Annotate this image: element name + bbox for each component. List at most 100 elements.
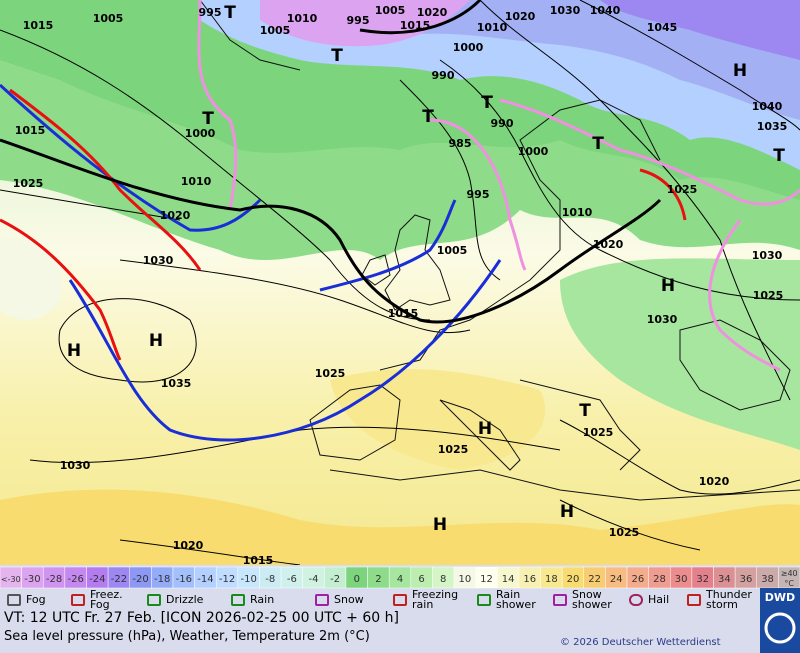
weather-label: Rain shower [496,588,536,611]
scale-label: -6 [287,574,297,585]
isobar-label: 1025 [753,289,784,302]
scale-label: -26 [68,574,84,585]
high-pressure: H [433,515,447,535]
isobar-label: 985 [449,137,472,150]
scale-label: -30 [24,574,40,585]
isobar-label: 1020 [417,6,448,19]
weather-label: Thunder storm [705,588,752,611]
scale-label: -14 [197,574,213,585]
isobar-label: 1030 [647,313,678,326]
high-pressure: H [67,341,81,361]
scale-label: 26 [631,574,644,585]
isobar-label: 1045 [647,21,678,34]
weather-label: Drizzle [166,593,204,606]
isobar-label: 1025 [667,183,698,196]
isobar-label: 1035 [161,377,192,390]
scale-label: -28 [46,574,62,585]
scale-label: -18 [154,574,170,585]
scale-label: <-30 [1,575,21,584]
scale-label: -16 [176,574,192,585]
isobar-label: 1005 [93,12,124,25]
weather-symbol [687,594,701,606]
weather-label: Snow shower [572,588,612,611]
scale-label: 28 [653,574,666,585]
isobar-label: 1020 [699,475,730,488]
scale-label: 2 [375,574,381,585]
scale-label: 22 [588,574,601,585]
low-pressure: T [331,46,343,66]
description: Sea level pressure (hPa), Weather, Tempe… [4,629,370,644]
scale-label: 32 [696,574,709,585]
weather-symbol [71,594,85,606]
high-pressure: H [149,331,163,351]
isobar-label: 1025 [13,177,44,190]
isobar-label: 1015 [388,307,419,320]
isobar-label: 1005 [375,4,406,17]
isobar-label: 1040 [752,100,783,113]
high-pressure: H [661,276,675,296]
weather-legend: Fog Freez. Fog Drizzle Rain Snow Freezing rain R… [7,588,752,611]
scale-label: 8 [440,574,446,585]
isobar-label: 1030 [752,249,783,262]
isobar-label: 1010 [477,21,508,34]
weather-symbol [477,594,491,606]
low-pressure: T [422,107,434,127]
weather-label: Rain [250,593,274,606]
scale-label: 24 [610,574,623,585]
scale-label: 34 [718,574,731,585]
scale-label: 16 [523,574,536,585]
scale-unit: °C [784,579,794,588]
scale-label: -20 [132,574,148,585]
isobar-label: 990 [432,69,455,82]
isobar-label: 1035 [757,120,788,133]
isobar-label: 1040 [590,4,621,17]
scale-label: 4 [397,574,403,585]
scale-label: -22 [111,574,127,585]
weather-symbol [629,594,643,606]
scale-label: -2 [330,574,340,585]
scale-label: 12 [480,574,493,585]
scale-label: -24 [89,574,105,585]
isobar-label: 1025 [438,443,469,456]
copyright: © 2026 Deutscher Wetterdienst [560,637,721,648]
scale-label: -10 [240,574,256,585]
isobar-label: 1000 [185,127,216,140]
isobar-label: 990 [491,117,514,130]
low-pressure: T [773,146,785,166]
low-pressure: T [579,401,591,421]
scale-label: 0 [354,574,360,585]
scale-label: -4 [309,574,319,585]
scale-label: 10 [458,574,471,585]
isobar-label: 1010 [287,12,318,25]
weather-symbol [315,594,329,606]
isobar-label: 1015 [23,19,54,32]
isobar-label: 1030 [60,459,91,472]
isobar-label: 1020 [505,10,536,23]
scale-label: 30 [675,574,688,585]
scale-label: -12 [219,574,235,585]
isobar-label: 1025 [315,367,346,380]
isobar-label: 1015 [15,124,46,137]
isobar-label: 1000 [453,41,484,54]
isobar-label: 1005 [437,244,468,257]
low-pressure: T [224,3,236,23]
weather-label: Freezing rain [412,588,458,611]
low-pressure: T [592,134,604,154]
weather-symbol [7,594,21,606]
isobar-label: 1030 [143,254,174,267]
isobar-label: 1025 [609,526,640,539]
isobar-label: 1020 [160,209,191,222]
isobar-label: 1015 [243,554,274,567]
weather-symbol [553,594,567,606]
isobar-label: 1000 [518,145,549,158]
isobar-label: 995 [199,6,222,19]
valid-time: VT: 12 UTC Fr. 27 Feb. [ICON 2026-02-25 … [4,610,399,626]
fronts [0,0,800,442]
weather-label: Freez. Fog [90,588,123,611]
weather-label: Hail [648,593,669,606]
isobar-label: 1025 [583,426,614,439]
low-pressure: T [202,109,214,129]
scale-label: 14 [502,574,515,585]
weather-label: Fog [26,593,46,606]
